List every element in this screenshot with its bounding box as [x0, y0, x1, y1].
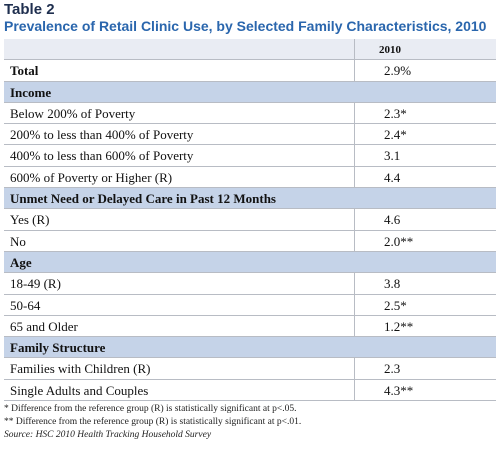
- footnote: * Difference from the reference group (R…: [4, 404, 297, 414]
- footnote: ** Difference from the reference group (…: [4, 417, 302, 427]
- row-value: 3.8: [384, 276, 401, 292]
- data-row: 65 and Older 1.2**: [4, 315, 496, 338]
- row-value: 2.5*: [384, 297, 407, 313]
- data-row: Below 200% of Poverty 2.3*: [4, 102, 496, 125]
- row-label: 50-64: [10, 297, 41, 313]
- row-label: No: [10, 233, 26, 249]
- section-label: Age: [10, 254, 32, 270]
- section-row: Income: [4, 81, 496, 103]
- divider: [354, 209, 355, 230]
- header-row: 2010: [4, 39, 496, 61]
- row-value: 2.0**: [384, 233, 414, 249]
- row-label: 18-49 (R): [10, 276, 61, 292]
- section-label: Income: [10, 84, 52, 100]
- row-value: 4.3**: [384, 382, 414, 398]
- row-label: Families with Children (R): [10, 361, 151, 377]
- row-value: 2.3*: [384, 105, 407, 121]
- row-label: Below 200% of Poverty: [10, 105, 136, 121]
- data-row: 400% to less than 600% of Poverty 3.1: [4, 145, 496, 167]
- section-row: Age: [4, 251, 496, 274]
- row-value: 2.9%: [384, 63, 412, 79]
- section-row: Family Structure: [4, 337, 496, 359]
- divider: [354, 60, 355, 81]
- row-value: 3.1: [384, 148, 401, 164]
- section-label: Unmet Need or Delayed Care in Past 12 Mo…: [10, 191, 276, 207]
- row-label: Single Adults and Couples: [10, 382, 149, 398]
- data-row: Total 2.9%: [4, 60, 496, 82]
- divider: [354, 230, 355, 251]
- row-label: 400% to less than 600% of Poverty: [10, 148, 194, 164]
- data-row: 200% to less than 400% of Poverty 2.4*: [4, 124, 496, 146]
- divider: [354, 166, 355, 188]
- row-value: 4.4: [384, 169, 401, 185]
- divider: [354, 315, 355, 337]
- row-label: Yes (R): [10, 212, 50, 228]
- row-value: 2.3: [384, 361, 401, 377]
- row-label: Total: [10, 63, 39, 79]
- data-row: 18-49 (R) 3.8: [4, 273, 496, 295]
- column-header: 2010: [379, 44, 401, 56]
- data-row: 600% of Poverty or Higher (R) 4.4: [4, 166, 496, 189]
- row-label: 200% to less than 400% of Poverty: [10, 127, 194, 143]
- section-label: Family Structure: [10, 340, 106, 356]
- data-row: 50-64 2.5*: [4, 294, 496, 316]
- section-row: Unmet Need or Delayed Care in Past 12 Mo…: [4, 188, 496, 210]
- row-label: 65 and Older: [10, 318, 78, 334]
- data-row: Families with Children (R) 2.3: [4, 358, 496, 380]
- divider: [354, 379, 355, 401]
- divider: [354, 145, 355, 166]
- divider: [354, 294, 355, 315]
- row-value: 4.6: [384, 212, 401, 228]
- data-row: Single Adults and Couples 4.3**: [4, 379, 496, 402]
- row-value: 1.2**: [384, 318, 414, 334]
- data-row: No 2.0**: [4, 230, 496, 252]
- divider: [354, 358, 355, 379]
- data-row: Yes (R) 4.6: [4, 209, 496, 231]
- table-label: Table 2: [4, 1, 55, 18]
- footnote: Source: HSC 2010 Health Tracking Househo…: [4, 430, 212, 440]
- row-label: 600% of Poverty or Higher (R): [10, 169, 173, 185]
- table: 2010 Total 2.9% Income Below 200% of Poverty…: [4, 39, 496, 402]
- row-value: 2.4*: [384, 127, 407, 143]
- divider: [354, 273, 355, 294]
- divider: [354, 124, 355, 145]
- table-title: Prevalence of Retail Clinic Use, by Sele…: [4, 18, 487, 34]
- divider: [354, 39, 355, 60]
- divider: [354, 102, 355, 124]
